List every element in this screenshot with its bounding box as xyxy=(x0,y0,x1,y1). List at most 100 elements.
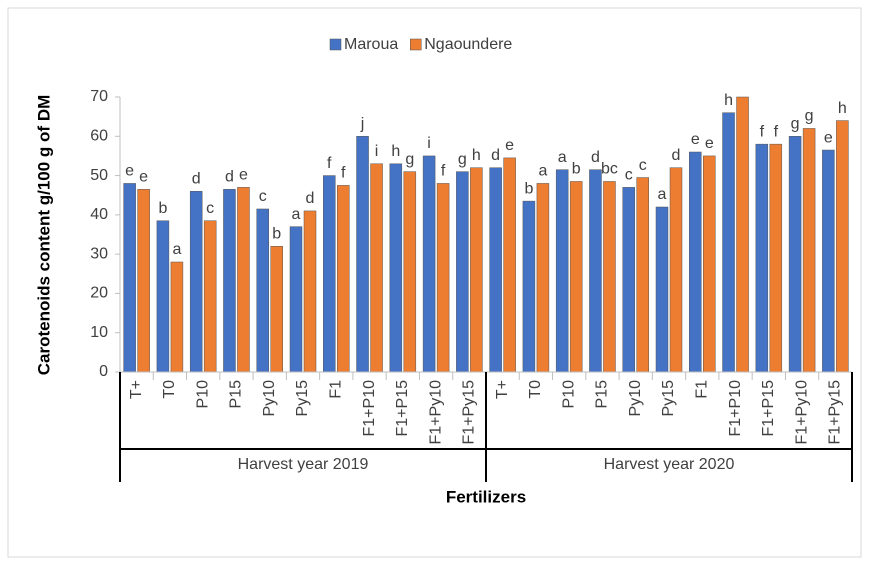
significance-letter: e xyxy=(125,163,134,180)
bar xyxy=(123,183,136,373)
significance-letter: f xyxy=(341,165,346,182)
bar xyxy=(403,171,417,373)
legend-label: Ngaoundere xyxy=(424,36,512,53)
significance-letter: g xyxy=(791,116,800,133)
x-tick-label: T0 xyxy=(527,380,544,399)
significance-letter: d xyxy=(672,147,681,164)
bar xyxy=(137,189,150,373)
bar xyxy=(289,226,303,373)
x-tick-label: T+ xyxy=(128,380,145,399)
significance-letter: e xyxy=(239,167,248,184)
significance-letter: g xyxy=(405,151,414,168)
significance-letter: c xyxy=(259,188,267,205)
x-tick-label: F1 xyxy=(693,380,710,399)
bar xyxy=(436,183,450,373)
bar xyxy=(370,163,383,373)
y-tick-label: 50 xyxy=(90,167,108,184)
significance-letter: d xyxy=(225,169,234,186)
y-tick-label: 60 xyxy=(90,128,108,145)
bar xyxy=(223,189,236,373)
significance-letter: b xyxy=(272,226,281,243)
significance-letter: e xyxy=(139,169,148,186)
bar xyxy=(503,157,516,373)
bar xyxy=(836,120,849,373)
y-tick-label: 0 xyxy=(99,363,108,380)
bar xyxy=(755,143,769,373)
bar xyxy=(689,151,702,373)
legend-swatch xyxy=(410,38,422,51)
bar xyxy=(337,185,350,373)
bar xyxy=(256,208,269,373)
bar xyxy=(522,200,536,373)
significance-letter: f xyxy=(774,123,779,140)
legend-label: Maroua xyxy=(344,36,398,53)
x-tick-label: Py10 xyxy=(627,380,644,417)
significance-letter: f xyxy=(441,163,446,180)
bar xyxy=(303,210,317,373)
significance-letter: d xyxy=(192,171,201,188)
bar xyxy=(270,246,283,373)
bar xyxy=(589,169,602,373)
x-tick-label: T+ xyxy=(494,380,511,399)
x-tick-label: Py15 xyxy=(660,380,677,417)
significance-letter: b xyxy=(524,180,533,197)
bar xyxy=(569,181,583,373)
bar xyxy=(389,163,403,373)
bar xyxy=(203,220,217,373)
significance-letter: b xyxy=(572,161,581,178)
y-tick-label: 20 xyxy=(90,285,108,302)
bar xyxy=(170,261,184,373)
bar xyxy=(788,136,802,373)
x-tick-label: F1+P15 xyxy=(394,380,411,437)
x-tick-label: F1+Py15 xyxy=(827,380,844,445)
bar xyxy=(822,149,835,373)
bar xyxy=(722,112,735,373)
significance-letter: e xyxy=(691,131,700,148)
x-tick-label: P10 xyxy=(194,380,211,409)
bar xyxy=(456,171,469,373)
significance-letter: e xyxy=(705,135,714,152)
significance-letter: c xyxy=(639,157,647,174)
x-tick-label: P10 xyxy=(560,380,577,409)
significance-letter: f xyxy=(327,155,332,172)
significance-letter: a xyxy=(172,241,181,258)
y-tick-label: 40 xyxy=(90,206,108,223)
significance-letter: b xyxy=(158,200,167,217)
bar xyxy=(323,175,336,373)
bar xyxy=(356,136,369,373)
significance-letter: c xyxy=(206,200,214,217)
significance-letter: h xyxy=(838,100,847,117)
group-label: Harvest year 2020 xyxy=(604,456,735,473)
x-tick-label: F1+Py10 xyxy=(427,380,444,445)
y-tick-label: 10 xyxy=(90,324,108,341)
significance-letter: i xyxy=(427,135,431,152)
bar xyxy=(237,187,250,373)
significance-letter: d xyxy=(491,147,500,164)
bar xyxy=(156,220,170,373)
bar xyxy=(636,177,649,373)
significance-letter: f xyxy=(760,123,765,140)
significance-letter: j xyxy=(360,116,365,133)
y-axis-title: Carotenoids content g/100 g of DM xyxy=(34,95,53,376)
bar xyxy=(703,155,716,373)
x-tick-label: F1+P15 xyxy=(760,380,777,437)
y-tick-label: 70 xyxy=(90,88,108,105)
bar xyxy=(422,155,436,373)
x-tick-label: T0 xyxy=(161,380,178,399)
legend-swatch xyxy=(329,38,342,51)
significance-letter: g xyxy=(805,108,814,125)
x-tick-label: F1+P10 xyxy=(361,380,378,437)
bar xyxy=(669,167,683,373)
bar xyxy=(622,187,635,373)
significance-letter: d xyxy=(306,190,315,207)
significance-letter: a xyxy=(558,149,567,166)
significance-letter: g xyxy=(458,151,467,168)
group-label: Harvest year 2019 xyxy=(238,456,369,473)
significance-letter: d xyxy=(591,149,600,166)
significance-letter: c xyxy=(625,167,633,184)
y-tick-label: 30 xyxy=(90,245,108,262)
bar xyxy=(603,181,616,373)
x-tick-label: P15 xyxy=(228,380,245,409)
x-tick-label: F1 xyxy=(327,380,344,399)
